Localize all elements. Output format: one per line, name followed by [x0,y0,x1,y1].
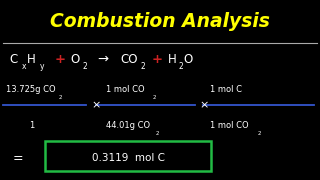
Text: =: = [13,152,23,165]
Text: 1 mol C: 1 mol C [210,86,242,94]
Text: 2: 2 [83,62,87,71]
Text: 2: 2 [152,95,156,100]
Text: ×: × [91,100,100,110]
Text: O: O [70,53,80,66]
Text: 1 mol CO: 1 mol CO [106,86,144,94]
Text: 2: 2 [258,131,261,136]
Text: O: O [183,53,192,66]
Text: H: H [27,53,36,66]
Text: +: + [54,53,65,66]
Text: Combustion Analysis: Combustion Analysis [50,12,270,31]
Text: 13.725g CO: 13.725g CO [6,86,56,94]
Text: 1: 1 [29,122,34,130]
Text: 2: 2 [59,95,62,100]
Text: 2: 2 [140,62,145,71]
Text: 2: 2 [156,131,159,136]
Text: 44.01g CO: 44.01g CO [106,122,150,130]
Text: H: H [168,53,177,66]
Text: CO: CO [120,53,138,66]
Text: ×: × [199,100,208,110]
Text: 2: 2 [179,62,183,71]
Text: →: → [98,53,109,66]
Text: +: + [152,53,163,66]
Text: 1 mol CO: 1 mol CO [210,122,248,130]
Text: C: C [10,53,18,66]
Text: x: x [22,62,26,71]
Text: y: y [39,62,44,71]
Text: 0.3119  mol C: 0.3119 mol C [92,153,164,163]
